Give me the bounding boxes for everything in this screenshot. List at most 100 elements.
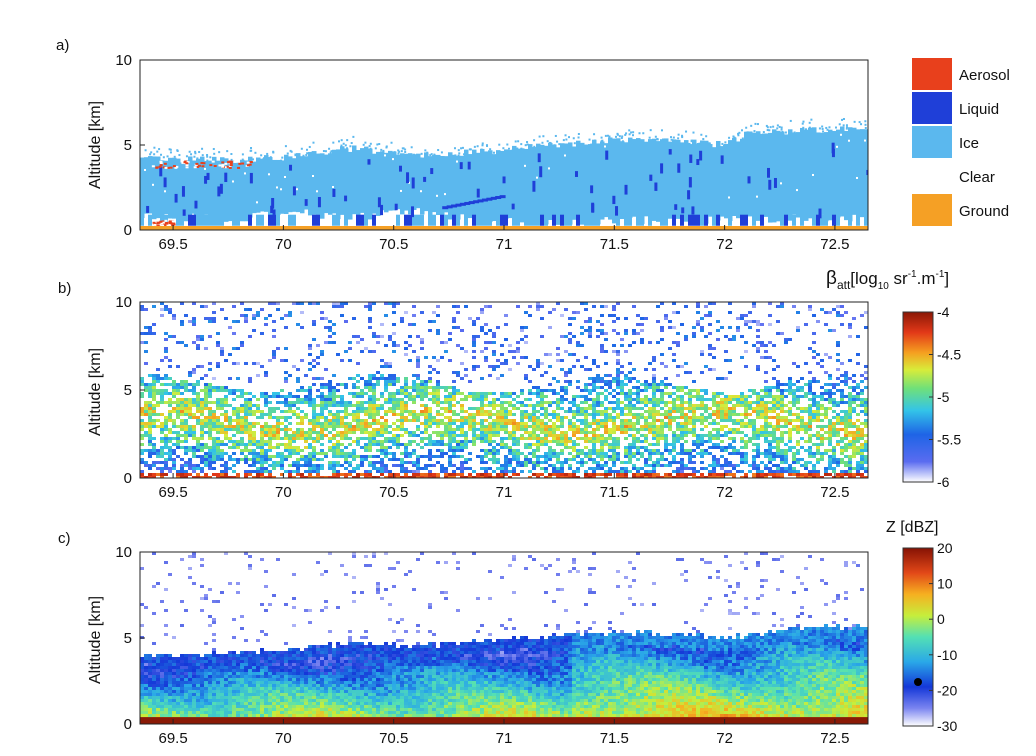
backscatter-cell bbox=[304, 470, 308, 473]
backscatter-cell bbox=[604, 452, 608, 455]
ice-cell bbox=[248, 156, 253, 218]
clear-gap bbox=[548, 167, 550, 170]
backscatter-cell bbox=[740, 317, 744, 320]
backscatter-cell bbox=[356, 437, 360, 440]
backscatter-cell bbox=[636, 407, 640, 410]
backscatter-cell bbox=[648, 413, 652, 416]
backscatter-cell bbox=[580, 431, 584, 434]
backscatter-cell bbox=[720, 377, 724, 380]
backscatter-cell bbox=[740, 470, 744, 473]
backscatter-cell bbox=[732, 440, 736, 443]
backscatter-cell bbox=[484, 356, 488, 359]
backscatter-cell bbox=[240, 410, 244, 413]
backscatter-cell bbox=[708, 332, 712, 335]
backscatter-cell bbox=[368, 416, 372, 419]
ice-cell bbox=[744, 131, 749, 217]
backscatter-cell bbox=[460, 347, 464, 350]
ice-speckle bbox=[402, 147, 405, 150]
backscatter-cell bbox=[704, 425, 708, 428]
backscatter-cell bbox=[656, 320, 660, 323]
backscatter-cell bbox=[364, 419, 368, 422]
backscatter-cell bbox=[208, 446, 212, 449]
backscatter-cell bbox=[452, 371, 456, 374]
backscatter-cell bbox=[180, 407, 184, 410]
backscatter-cell bbox=[520, 338, 524, 341]
backscatter-cell bbox=[156, 449, 160, 452]
ice-speckle bbox=[318, 153, 321, 156]
backscatter-cell bbox=[752, 389, 756, 392]
backscatter-cell bbox=[500, 425, 504, 428]
backscatter-cell bbox=[536, 389, 540, 392]
backscatter-cell bbox=[456, 401, 460, 404]
backscatter-cell bbox=[796, 386, 800, 389]
backscatter-cell bbox=[604, 380, 608, 383]
backscatter-cell bbox=[584, 455, 588, 458]
backscatter-cell bbox=[308, 476, 312, 478]
backscatter-cell bbox=[348, 413, 352, 416]
clear-gap bbox=[524, 164, 526, 167]
backscatter-cell bbox=[704, 398, 708, 401]
ice-cell bbox=[608, 137, 613, 220]
backscatter-cell bbox=[164, 461, 168, 464]
backscatter-cell bbox=[384, 437, 388, 440]
backscatter-cell bbox=[276, 401, 280, 404]
backscatter-cell bbox=[428, 377, 432, 380]
backscatter-cell bbox=[680, 467, 684, 470]
backscatter-cell bbox=[472, 434, 476, 437]
backscatter-cell bbox=[732, 413, 736, 416]
backscatter-cell bbox=[148, 467, 152, 470]
backscatter-cell bbox=[464, 458, 468, 461]
backscatter-cell bbox=[384, 422, 388, 425]
backscatter-cell bbox=[672, 431, 676, 434]
backscatter-cell bbox=[392, 323, 396, 326]
backscatter-cell bbox=[148, 452, 152, 455]
backscatter-cell bbox=[256, 374, 260, 377]
backscatter-cell bbox=[484, 392, 488, 395]
backscatter-cell bbox=[684, 419, 688, 422]
backscatter-cell bbox=[224, 461, 228, 464]
low-cloud-cell bbox=[208, 214, 212, 226]
backscatter-cell bbox=[648, 449, 652, 452]
backscatter-cell bbox=[764, 410, 768, 413]
backscatter-cell bbox=[244, 398, 248, 401]
backscatter-cell bbox=[516, 341, 520, 344]
backscatter-cell bbox=[620, 476, 624, 478]
backscatter-cell bbox=[240, 422, 244, 425]
ice-cell bbox=[716, 141, 721, 221]
backscatter-cell bbox=[512, 419, 516, 422]
backscatter-cell bbox=[700, 395, 704, 398]
backscatter-cell bbox=[196, 419, 200, 422]
backscatter-cell bbox=[548, 365, 552, 368]
backscatter-cell bbox=[396, 428, 400, 431]
backscatter-cell bbox=[664, 386, 668, 389]
backscatter-cell bbox=[288, 470, 292, 473]
backscatter-cell bbox=[644, 317, 648, 320]
backscatter-cell bbox=[620, 473, 624, 476]
backscatter-cell bbox=[320, 425, 324, 428]
low-cloud-cell bbox=[504, 214, 508, 226]
backscatter-cell bbox=[148, 329, 152, 332]
ice-speckle bbox=[440, 151, 443, 154]
backscatter-cell bbox=[496, 416, 500, 419]
backscatter-cell bbox=[584, 446, 588, 449]
backscatter-cell bbox=[168, 446, 172, 449]
backscatter-cell bbox=[204, 419, 208, 422]
backscatter-cell bbox=[540, 392, 544, 395]
ice-cell bbox=[448, 152, 453, 220]
backscatter-cell bbox=[488, 422, 492, 425]
backscatter-cell bbox=[424, 386, 428, 389]
backscatter-cell bbox=[608, 413, 612, 416]
backscatter-cell bbox=[364, 386, 368, 389]
backscatter-cell bbox=[240, 395, 244, 398]
backscatter-cell bbox=[768, 434, 772, 437]
backscatter-cell bbox=[352, 455, 356, 458]
backscatter-cell bbox=[188, 416, 192, 419]
backscatter-cell bbox=[672, 401, 676, 404]
ice-speckle bbox=[153, 146, 156, 149]
backscatter-cell bbox=[196, 473, 200, 476]
backscatter-cell bbox=[336, 473, 340, 476]
backscatter-cell bbox=[460, 434, 464, 437]
low-cloud-cell bbox=[140, 214, 144, 226]
backscatter-cell bbox=[644, 458, 648, 461]
backscatter-cell bbox=[636, 419, 640, 422]
